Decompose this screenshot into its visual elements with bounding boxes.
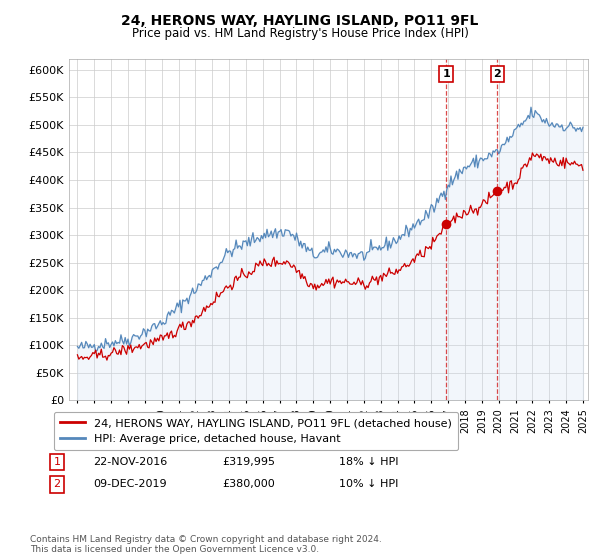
Text: 10% ↓ HPI: 10% ↓ HPI [339, 479, 398, 489]
Text: 24, HERONS WAY, HAYLING ISLAND, PO11 9FL: 24, HERONS WAY, HAYLING ISLAND, PO11 9FL [121, 14, 479, 28]
Legend: 24, HERONS WAY, HAYLING ISLAND, PO11 9FL (detached house), HPI: Average price, d: 24, HERONS WAY, HAYLING ISLAND, PO11 9FL… [53, 412, 458, 450]
Text: 18% ↓ HPI: 18% ↓ HPI [339, 457, 398, 467]
Text: 09-DEC-2019: 09-DEC-2019 [93, 479, 167, 489]
Text: 22-NOV-2016: 22-NOV-2016 [93, 457, 167, 467]
Text: Price paid vs. HM Land Registry's House Price Index (HPI): Price paid vs. HM Land Registry's House … [131, 27, 469, 40]
Text: £319,995: £319,995 [222, 457, 275, 467]
Text: 1: 1 [53, 457, 61, 467]
Text: 2: 2 [493, 69, 501, 79]
Text: Contains HM Land Registry data © Crown copyright and database right 2024.
This d: Contains HM Land Registry data © Crown c… [30, 535, 382, 554]
Text: 2: 2 [53, 479, 61, 489]
Text: £380,000: £380,000 [222, 479, 275, 489]
Text: 1: 1 [442, 69, 450, 79]
